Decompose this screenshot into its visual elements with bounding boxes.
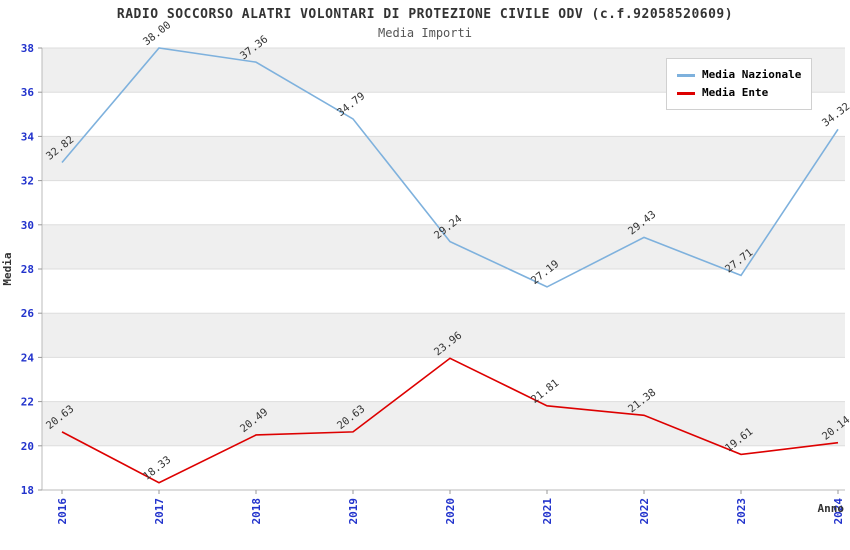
y-tick-label: 36 — [21, 86, 35, 99]
legend-item-media-ente: Media Ente — [677, 84, 801, 102]
y-tick-label: 24 — [21, 351, 35, 364]
y-tick-label: 22 — [21, 396, 34, 409]
y-tick-label: 18 — [21, 484, 34, 497]
x-tick-label: 2019 — [347, 498, 360, 525]
chart-title: RADIO SOCCORSO ALATRI VOLONTARI DI PROTE… — [116, 7, 734, 22]
x-tick-label: 2018 — [250, 498, 263, 525]
x-tick-label: 2017 — [153, 498, 166, 525]
x-tick-label: 2020 — [444, 498, 457, 525]
legend-swatch-media-nazionale-icon — [677, 73, 695, 77]
data-label-group-media-nazionale: 38.00 — [141, 19, 173, 48]
y-tick-label: 30 — [21, 219, 34, 232]
x-tick-label: 2024 — [832, 498, 845, 525]
series-line-media-nazionale — [61, 47, 839, 288]
series-line-media-ente — [61, 357, 839, 484]
y-tick-label: 34 — [21, 130, 35, 143]
y-axis-title: Media — [1, 252, 14, 286]
legend: Media Nazionale Media Ente — [666, 58, 813, 110]
y-tick-label: 32 — [21, 175, 34, 188]
x-tick-label: 2021 — [541, 498, 554, 525]
plot-band — [42, 313, 845, 358]
legend-label-media-nazionale: Media Nazionale — [702, 68, 802, 81]
plot-band — [42, 136, 845, 181]
plot-band — [42, 445, 845, 490]
y-tick-label: 38 — [21, 42, 34, 55]
y-tick-label: 20 — [21, 440, 34, 453]
chart-subtitle: Media Importi — [378, 26, 472, 40]
data-label: 38.00 — [141, 19, 173, 48]
legend-swatch-media-ente-icon — [677, 91, 695, 95]
x-axis-title: Anno — [817, 502, 845, 515]
y-tick-label: 28 — [21, 263, 34, 276]
x-tick-label: 2016 — [56, 498, 69, 525]
legend-item-media-nazionale: Media Nazionale — [677, 66, 801, 84]
x-tick-label: 2022 — [638, 498, 651, 525]
plot-band — [42, 401, 845, 446]
x-tick-label: 2023 — [735, 498, 748, 525]
y-tick-label: 26 — [21, 307, 35, 320]
plot-band — [42, 180, 845, 225]
plot-band — [42, 357, 845, 402]
legend-label-media-ente: Media Ente — [702, 86, 769, 99]
plot-band — [42, 269, 845, 314]
